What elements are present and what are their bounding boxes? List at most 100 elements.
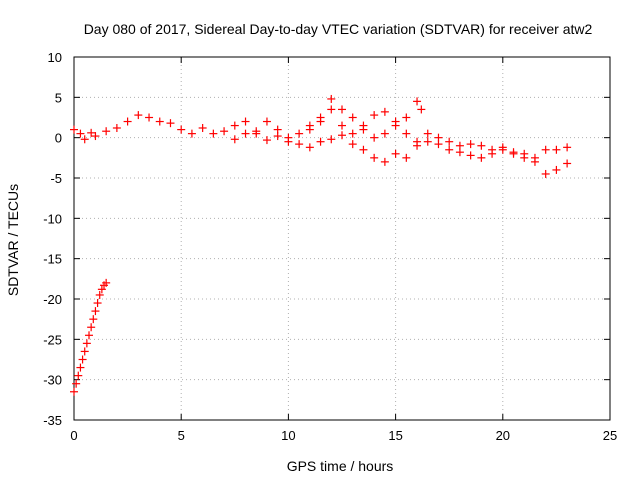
data-point — [327, 94, 336, 103]
data-point — [359, 121, 368, 130]
y-tick-label: -10 — [43, 211, 62, 226]
data-point — [305, 143, 314, 152]
data-point — [541, 169, 550, 178]
data-point — [80, 347, 89, 356]
data-point — [348, 140, 357, 149]
data-point — [220, 127, 229, 136]
data-point — [198, 123, 207, 132]
x-tick-label: 5 — [178, 428, 185, 443]
y-tick-label: -15 — [43, 252, 62, 267]
data-point — [530, 157, 539, 166]
data-point — [262, 136, 271, 145]
data-point — [187, 129, 196, 138]
data-point — [423, 137, 432, 146]
data-point — [402, 113, 411, 122]
data-point — [402, 153, 411, 162]
data-point — [338, 121, 346, 130]
data-point — [370, 111, 379, 120]
data-point — [338, 105, 346, 114]
data-point — [423, 129, 432, 138]
y-tick-label: -25 — [43, 332, 62, 347]
data-point — [402, 129, 411, 138]
y-axis-label: SDTVAR / TECUs — [5, 184, 21, 296]
data-point — [76, 363, 85, 372]
data-point — [552, 145, 561, 154]
data-point — [97, 285, 106, 294]
x-tick-label: 10 — [281, 428, 295, 443]
data-point — [262, 117, 271, 126]
y-tick-label: -35 — [43, 413, 62, 428]
data-point — [102, 127, 111, 136]
data-point — [305, 121, 314, 130]
data-point — [370, 153, 379, 162]
data-point — [70, 125, 78, 134]
y-tick-label: -20 — [43, 292, 62, 307]
data-point — [145, 113, 154, 122]
data-point — [316, 113, 325, 122]
data-point — [520, 153, 529, 162]
data-point — [370, 133, 379, 142]
data-point — [455, 148, 464, 157]
data-point — [413, 97, 422, 106]
data-point — [166, 119, 175, 128]
data-point — [316, 137, 325, 146]
data-point — [327, 135, 336, 144]
y-tick-label: 5 — [55, 90, 62, 105]
data-point — [380, 129, 389, 138]
data-point — [563, 159, 572, 168]
data-point — [91, 132, 100, 141]
data-point — [76, 129, 85, 138]
data-point — [541, 145, 550, 154]
data-point — [391, 149, 400, 158]
chart-title: Day 080 of 2017, Sidereal Day-to-day VTE… — [84, 21, 593, 37]
data-point — [93, 299, 102, 308]
data-point — [295, 140, 304, 149]
data-point — [123, 117, 132, 126]
data-point — [70, 387, 78, 396]
plot-frame — [73, 56, 611, 421]
data-point — [230, 121, 239, 130]
data-point — [391, 117, 400, 126]
data-point — [230, 135, 239, 144]
data-point — [155, 117, 164, 126]
series-sdtvar — [70, 94, 572, 396]
data-point — [102, 278, 111, 287]
data-point — [91, 307, 100, 316]
y-tick-label: -30 — [43, 373, 62, 388]
data-point — [477, 153, 486, 162]
data-point — [241, 129, 250, 138]
data-point — [434, 140, 443, 149]
data-point — [509, 149, 518, 158]
data-point — [80, 135, 89, 144]
data-point — [112, 123, 121, 132]
x-tick-label: 0 — [70, 428, 77, 443]
data-point — [74, 371, 83, 380]
data-point — [338, 131, 346, 140]
data-point — [380, 157, 389, 166]
data-point — [78, 355, 87, 364]
x-axis-label: GPS time / hours — [287, 458, 394, 474]
data-point — [72, 379, 81, 388]
y-tick-label: 10 — [48, 50, 62, 65]
data-point — [380, 107, 389, 116]
x-tick-label: 15 — [388, 428, 402, 443]
tick-marks — [73, 56, 611, 421]
x-tick-labels: 0 5 10 15 20 25 — [70, 428, 617, 443]
data-point — [348, 113, 357, 122]
data-point — [498, 145, 507, 154]
data-point — [295, 129, 304, 138]
data-point — [273, 132, 282, 141]
data-point — [95, 290, 104, 299]
data-point — [209, 129, 218, 138]
data-point — [413, 141, 422, 150]
data-point — [359, 145, 368, 154]
data-point — [466, 140, 475, 149]
data-point — [82, 339, 91, 348]
data-point — [445, 137, 454, 146]
y-tick-labels: 10 5 0 -5 -10 -15 -20 -25 -30 -35 — [43, 50, 62, 428]
data-point — [445, 145, 454, 154]
x-tick-label: 25 — [603, 428, 617, 443]
data-point — [89, 315, 98, 324]
data-point — [87, 128, 96, 137]
